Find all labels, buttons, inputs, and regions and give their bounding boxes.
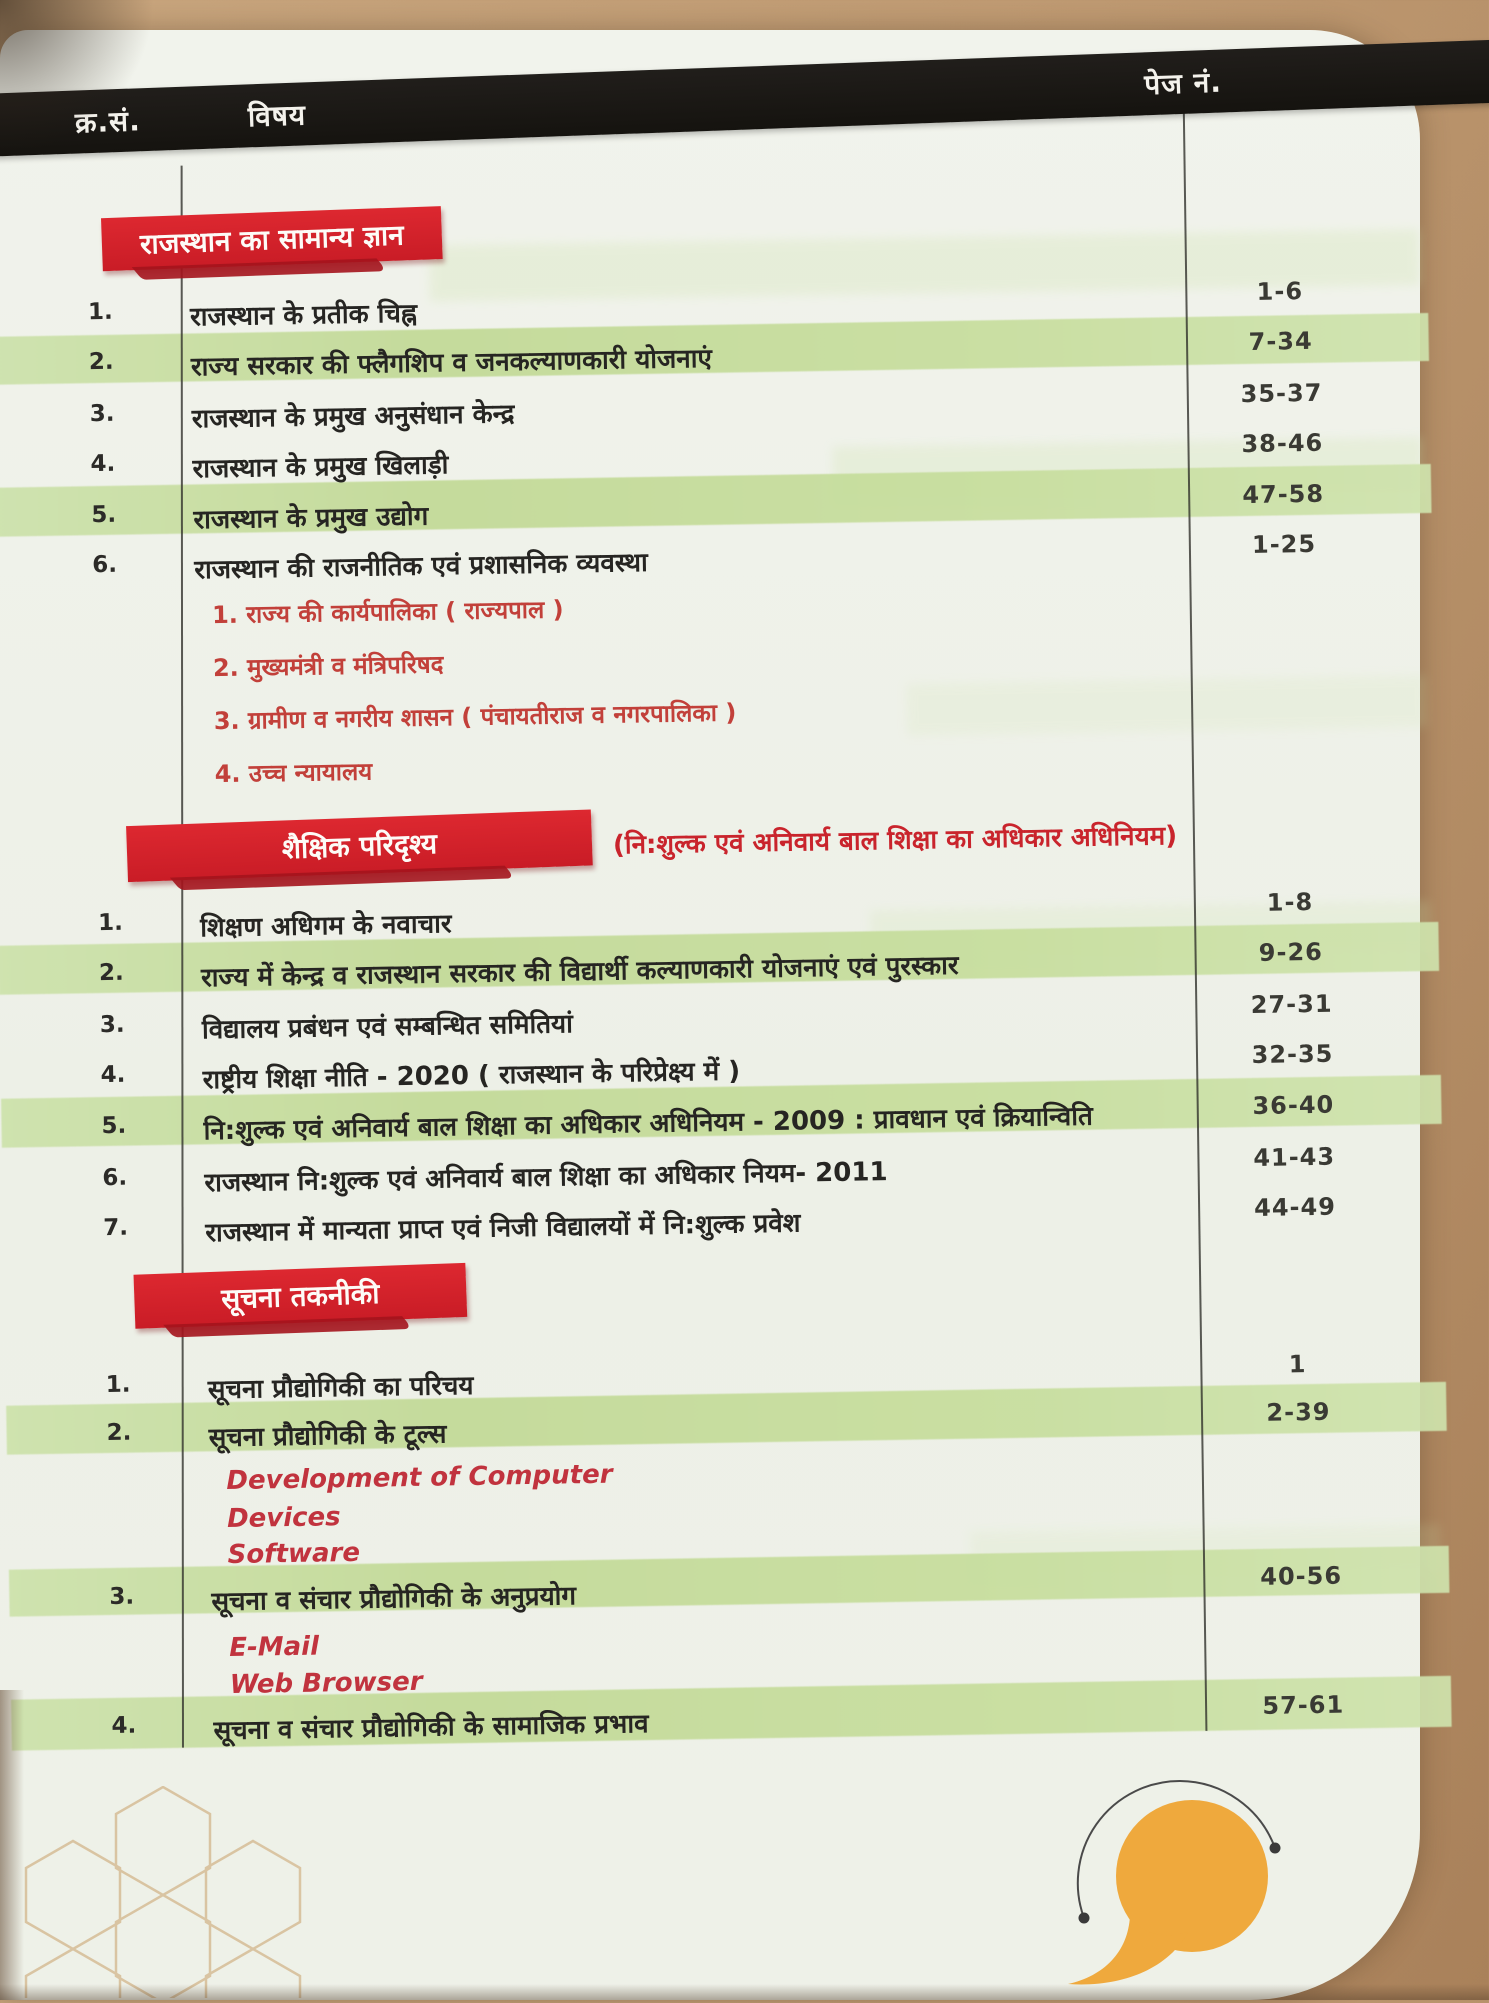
row-title: सूचना व संचार प्रौद्योगिकी के सामाजिक प्… (213, 1709, 649, 1747)
row-number: 1. (97, 909, 124, 937)
row-number: 3. (99, 1011, 125, 1039)
row-pages: 38-46 (1241, 428, 1324, 459)
row-pages: 44-49 (1253, 1192, 1337, 1222)
row-number: 2. (98, 959, 124, 987)
row-pages: 1-6 (1256, 277, 1304, 306)
row-pages: 41-43 (1253, 1142, 1336, 1172)
row-number: 4. (111, 1712, 137, 1739)
row-number: 3. (109, 1583, 135, 1611)
row-title: राजस्थान नि:शुल्क एवं अनिवार्य बाल शिक्ष… (204, 1157, 888, 1199)
sub-item: 4. उच्च न्यायालय (214, 757, 373, 789)
row-title: राजस्थान के प्रमुख अनुसंधान केन्द्र (191, 399, 515, 435)
sub-item-english: Devices (226, 1502, 341, 1535)
row-title: सूचना प्रौद्योगिकी के टूल्स (208, 1419, 447, 1454)
banner-label: सूचना तकनीकी (220, 1276, 381, 1316)
banner-note: (नि:शुल्क एवं अनिवार्य बाल शिक्षा का अधि… (612, 821, 1178, 861)
row-pages: 27-31 (1250, 989, 1333, 1020)
row-number: 1. (105, 1371, 131, 1399)
photo-edge-shadow (0, 1690, 24, 2000)
header-subject-column: विषय (247, 97, 307, 133)
row-title: सूचना व संचार प्रौद्योगिकी के अनुप्रयोग (211, 1581, 577, 1618)
row-number: 2. (88, 348, 114, 376)
header-page-column: पेज नं. (1143, 65, 1223, 101)
section-banner-it: सूचना तकनीकी (133, 1262, 468, 1329)
row-pages: 36-40 (1252, 1090, 1335, 1120)
banner-label: राजस्थान का सामान्य ज्ञान (139, 217, 405, 261)
row-pages: 57-61 (1262, 1690, 1345, 1720)
row-number: 2. (106, 1419, 132, 1447)
sub-item: 2. मुख्यमंत्री व मंत्रिपरिषद (212, 650, 444, 683)
row-title: राजस्थान के प्रमुख उद्योग (193, 501, 429, 536)
row-number: 5. (101, 1112, 127, 1140)
row-pages: 47-58 (1242, 479, 1325, 510)
row-title: राजस्थान के प्रतीक चिह्न (189, 298, 418, 333)
row-number: 5. (91, 501, 117, 529)
row-title: राजस्थान में मान्यता प्राप्त एवं निजी वि… (205, 1208, 801, 1249)
row-title: राजस्थान की राजनीतिक एवं प्रशासनिक व्यवस… (194, 547, 648, 586)
row-pages: 9-26 (1258, 937, 1324, 967)
row-number: 4. (100, 1061, 126, 1089)
row-pages: 1 (1288, 1350, 1307, 1379)
sub-item: 1. राज्य की कार्यपालिका ( राज्यपाल ) (211, 595, 564, 630)
honeycomb-decoration-icon (24, 1786, 302, 1998)
row-title: राज्य सरकार की फ्लैगशिप व जनकल्याणकारी य… (190, 343, 713, 383)
toc-row: 7. राजस्थान में मान्यता प्राप्त एवं निजी… (15, 1197, 1200, 1253)
row-number: 6. (102, 1164, 128, 1192)
section-banner-rajasthan-gk: राजस्थान का सामान्य ज्ञान (100, 206, 443, 272)
toc-row: 6. राजस्थान नि:शुल्क एवं अनिवार्य बाल शि… (14, 1147, 1199, 1203)
row-number: 4. (90, 450, 116, 478)
row-number: 6. (92, 551, 118, 579)
row-title: राजस्थान के प्रमुख खिलाड़ी (192, 450, 449, 485)
toc-row: 3. राजस्थान के प्रमुख अनुसंधान केन्द्र (2, 383, 1187, 439)
banner-label: शैक्षिक परिदृश्य (281, 827, 438, 866)
section-banner-education: शैक्षिक परिदृश्य (126, 809, 593, 883)
row-pages: 1-8 (1266, 887, 1314, 917)
row-title: विद्यालय प्रबंधन एवं सम्बन्धित समितियां (201, 1009, 574, 1046)
row-number: 3. (89, 400, 115, 428)
quote-comma-icon (1068, 1779, 1281, 1985)
sub-item-english: Software (227, 1537, 361, 1571)
photo-edge-shadow (0, 1984, 1489, 2000)
row-pages: 32-35 (1251, 1039, 1334, 1070)
header-serial-column: क्र.सं. (74, 103, 142, 140)
row-pages: 35-37 (1240, 378, 1323, 409)
row-pages: 1-25 (1251, 529, 1317, 559)
sub-item-english: E-Mail (228, 1631, 320, 1664)
sub-item-english: Development of Computer (226, 1459, 613, 1497)
sub-item-english: Web Browser (229, 1666, 423, 1701)
row-pages: 7-34 (1248, 326, 1313, 356)
sub-item: 3. ग्रामीण व नगरीय शासन ( पंचायतीराज व न… (213, 698, 737, 736)
row-pages: 40-56 (1260, 1561, 1343, 1591)
toc-row: 3. विद्यालय प्रबंधन एवं सम्बन्धित समितिय… (12, 994, 1197, 1050)
row-title: सूचना प्रौद्योगिकी का परिचय (207, 1370, 474, 1406)
row-number: 1. (87, 298, 113, 326)
row-pages: 2-39 (1266, 1397, 1331, 1427)
row-title: शिक्षण अधिगम के नवाचार (200, 909, 452, 944)
row-number: 7. (102, 1214, 129, 1242)
page-bleed-band (906, 675, 1428, 736)
